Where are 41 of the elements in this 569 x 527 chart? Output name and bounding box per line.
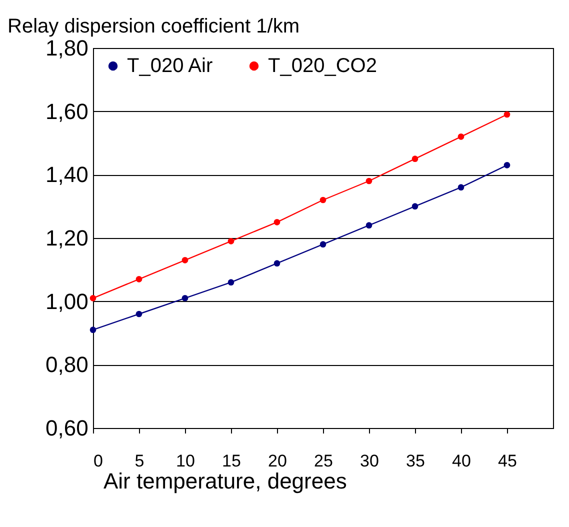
point <box>182 295 188 302</box>
legend-label: T_020 Air <box>127 55 213 77</box>
x-tick-label: 45 <box>498 452 517 470</box>
x-tick-label: 15 <box>222 452 241 470</box>
point <box>504 111 510 118</box>
y-tick-label: 0,60 <box>46 416 88 440</box>
y-tick-label: 1,20 <box>46 226 88 250</box>
point <box>412 203 418 210</box>
point <box>366 178 372 184</box>
point <box>182 257 188 264</box>
point <box>458 184 464 190</box>
x-tick-label: 35 <box>406 452 425 470</box>
y-tick-label: 0,80 <box>46 352 88 378</box>
y-tick-label: 1,40 <box>46 162 88 188</box>
point <box>320 196 326 204</box>
x-axis-title: Air temperature, degrees <box>104 468 347 494</box>
point <box>228 238 234 244</box>
x-tick-label: 0 <box>94 452 103 470</box>
y-tick-label: 1,80 <box>46 36 88 60</box>
point <box>320 241 326 248</box>
x-tick-label: 40 <box>452 452 471 470</box>
point <box>136 310 142 318</box>
x-tick-label: 10 <box>176 452 195 470</box>
point <box>366 222 372 228</box>
y-tick-label: 1,60 <box>46 98 88 124</box>
point <box>228 279 234 286</box>
point <box>136 276 142 282</box>
point <box>274 260 280 266</box>
point <box>90 295 96 302</box>
y-tick-label: 1,00 <box>46 288 88 314</box>
x-tick-label: 20 <box>268 452 287 470</box>
point <box>458 134 464 140</box>
x-tick-label: 5 <box>134 452 144 470</box>
x-tick-label: 25 <box>314 452 333 470</box>
point <box>90 326 96 333</box>
point <box>274 219 280 226</box>
x-tick-label: 30 <box>360 452 379 470</box>
point <box>412 156 418 162</box>
y-axis-title: Relay dispersion coefficient 1/km <box>8 16 300 38</box>
legend-label: T_020_CO2 <box>268 55 377 77</box>
point <box>504 162 510 168</box>
